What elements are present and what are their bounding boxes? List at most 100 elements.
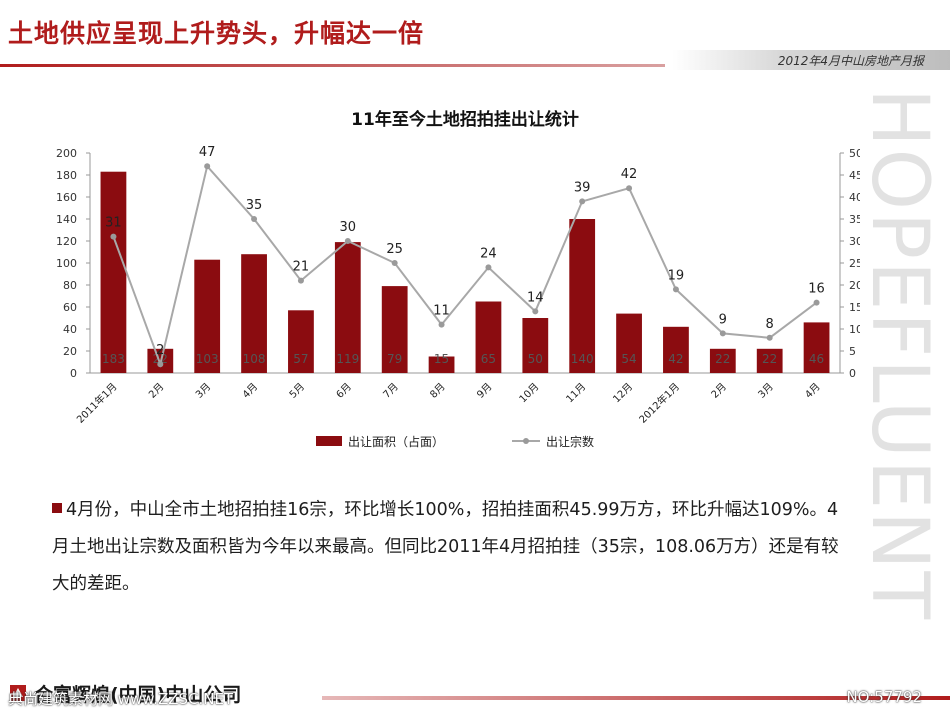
y-left-tick-label: 160 <box>56 191 77 204</box>
x-tick-label: 6月 <box>334 381 354 401</box>
chart-title: 11年至今土地招拍挂出让统计 <box>351 109 579 130</box>
y-left-tick-label: 200 <box>56 147 77 160</box>
description: 4月份，中山全市土地招拍挂16宗，环比增长100%，招拍挂面积45.99万方，环… <box>52 492 852 603</box>
x-tick-label: 5月 <box>287 381 307 401</box>
bar <box>709 348 736 373</box>
line-point <box>766 334 773 341</box>
bar-value-label: 140 <box>571 352 594 366</box>
line-value-label: 14 <box>527 290 544 305</box>
bar-value-label: 22 <box>715 352 730 366</box>
line-point <box>204 163 211 170</box>
line-value-label: 9 <box>719 312 727 327</box>
y-right-tick-label: 50 <box>849 147 860 160</box>
line-point <box>110 233 117 240</box>
bar <box>616 313 642 373</box>
line-value-label: 21 <box>293 260 310 275</box>
x-tick-label: 4月 <box>240 381 260 401</box>
y-right-tick-label: 10 <box>849 323 860 336</box>
line-value-label: 30 <box>340 220 357 235</box>
chart: 11年至今土地招拍挂出让统计02040608010012014016018020… <box>56 109 860 449</box>
y-right-tick-label: 40 <box>849 191 860 204</box>
y-right-tick-label: 35 <box>849 213 860 226</box>
line-point <box>438 321 445 328</box>
line-point <box>579 198 586 205</box>
bar <box>569 219 596 373</box>
y-left-tick-label: 180 <box>56 169 77 182</box>
y-left-tick-label: 0 <box>70 367 77 380</box>
series-line <box>112 164 818 368</box>
x-tick-label: 3月 <box>756 381 776 401</box>
site-watermark: 典尚建筑素材网 www.ZZSC.NET <box>8 690 234 708</box>
line-value-label: 2 <box>156 343 164 358</box>
x-tick-label: 3月 <box>193 381 213 401</box>
x-tick-label: 2月 <box>709 381 729 401</box>
bar-value-label: 42 <box>668 352 683 366</box>
line-point <box>813 299 820 306</box>
x-tick-label: 2012年1月 <box>636 380 682 426</box>
bar <box>803 322 830 373</box>
line-point <box>297 277 304 284</box>
x-tick-label: 2011年1月 <box>74 380 120 426</box>
y-left-tick-label: 80 <box>63 279 77 292</box>
line-value-label: 39 <box>574 180 591 195</box>
bar <box>241 254 267 373</box>
x-tick-label: 7月 <box>381 381 401 401</box>
y-left-tick-label: 60 <box>63 301 77 314</box>
line-value-label: 35 <box>246 198 263 213</box>
line-value-label: 42 <box>621 167 638 182</box>
bar-value-label: 22 <box>762 352 777 366</box>
footer-divider <box>322 696 950 700</box>
line-point <box>672 286 679 293</box>
bar <box>100 171 127 373</box>
line-point <box>719 330 726 337</box>
bar <box>756 348 783 373</box>
bar <box>663 326 689 373</box>
line-point <box>485 264 492 271</box>
line-point <box>251 216 258 222</box>
line-value-label: 19 <box>668 268 685 283</box>
bar <box>522 318 549 373</box>
bar-value-label: 57 <box>293 352 308 366</box>
bar-value-label: 46 <box>809 352 824 366</box>
line-value-label: 16 <box>808 282 825 297</box>
y-right-tick-label: 30 <box>849 235 860 248</box>
report-tag: 2012年4月中山房地产月报 <box>672 50 950 70</box>
y-right-tick-label: 45 <box>849 169 860 182</box>
footer: 合富辉煌(中国)中山公司 典尚建筑素材网 www.ZZSC.NET NO:577… <box>0 676 950 712</box>
bar-value-label: 119 <box>336 352 359 366</box>
bar-value-label: 54 <box>621 352 636 366</box>
line-value-label: 31 <box>105 216 122 231</box>
y-right-tick-label: 5 <box>849 345 856 358</box>
line-point <box>626 185 633 192</box>
y-right-tick-label: 15 <box>849 301 860 314</box>
x-tick-label: 10月 <box>517 381 542 406</box>
bar <box>428 356 455 373</box>
bar-value-label: 15 <box>434 352 449 366</box>
line-value-label: 47 <box>199 145 216 160</box>
bar-value-label: 103 <box>196 352 219 366</box>
bar <box>288 310 314 373</box>
bar <box>475 301 502 373</box>
y-left-tick-label: 120 <box>56 235 77 248</box>
x-tick-label: 11月 <box>564 381 589 406</box>
line-point <box>157 361 164 368</box>
line-point <box>344 238 351 244</box>
y-left-tick-label: 40 <box>63 323 77 336</box>
bar <box>381 286 408 373</box>
x-tick-label: 9月 <box>474 381 494 401</box>
bar-value-label: 50 <box>528 352 543 366</box>
bar-value-label: 79 <box>387 352 402 366</box>
legend-line-marker <box>523 438 529 444</box>
legend-line-label: 出让宗数 <box>546 434 594 449</box>
company-name: 合富辉煌(中国)中山公司 <box>34 684 242 706</box>
description-text: 4月份，中山全市土地招拍挂16宗，环比增长100%，招拍挂面积45.99万方，环… <box>52 500 839 594</box>
bar <box>194 259 221 373</box>
bullet-square-icon <box>52 503 62 513</box>
line-point <box>532 308 539 315</box>
bar-value-label: 108 <box>243 352 266 366</box>
x-tick-label: 12月 <box>611 381 636 406</box>
x-tick-label: 2月 <box>146 381 166 401</box>
line-value-label: 11 <box>433 304 450 319</box>
bar-value-label: 183 <box>102 352 125 366</box>
